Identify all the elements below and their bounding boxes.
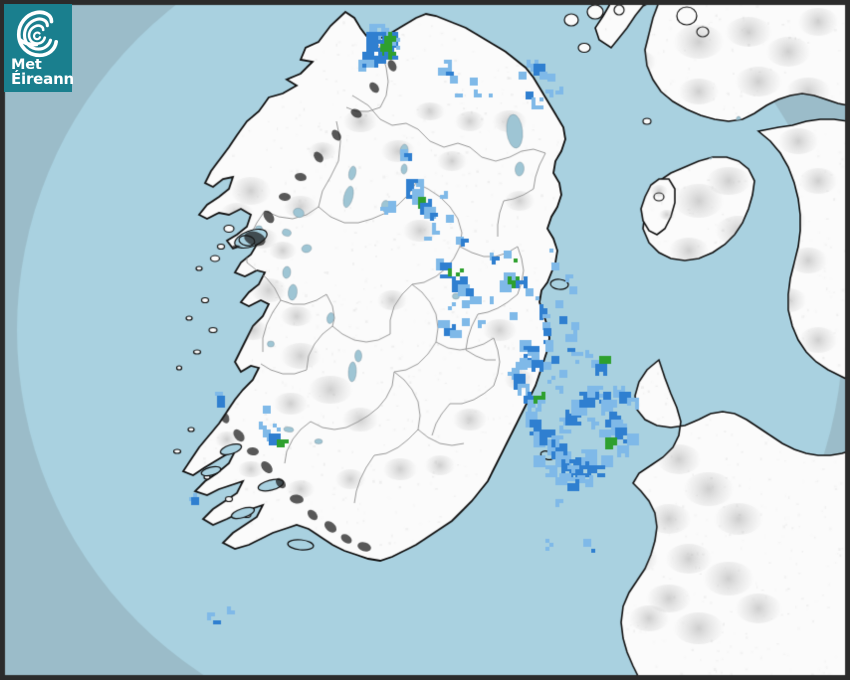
spiral-triskele-icon: [16, 10, 59, 58]
logo-line-2: Éireann: [11, 70, 75, 89]
logo-line-1: Met: [11, 57, 42, 73]
logo-wordmark: Met Éireann: [4, 57, 75, 89]
met-eireann-logo[interactable]: Met Éireann: [4, 4, 75, 92]
